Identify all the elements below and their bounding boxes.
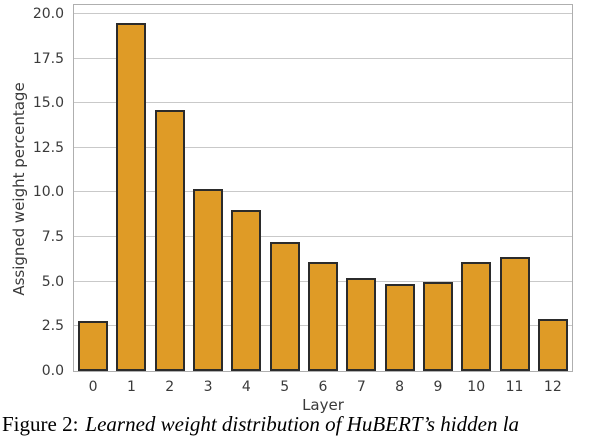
bar-layer-5 [269,242,300,371]
bar-layer-3 [193,188,224,371]
y-tick-label: 0.0 [41,363,64,379]
figure-caption: Figure 2: Learned weight distribution of … [2,412,604,437]
x-tick-label: 4 [241,379,251,395]
bar-layer-12 [537,319,568,371]
y-tick-label: 2.5 [41,318,64,335]
x-axis-label: Layer [302,396,344,414]
gridline [74,236,572,238]
plot-area [73,4,573,372]
x-tick-label: 1 [126,379,136,395]
x-tick-label: 5 [280,379,290,395]
x-tick-label: 8 [395,379,405,395]
y-tick-label: 5.0 [41,273,64,290]
y-tick-label: 20.0 [32,5,64,22]
x-tick-label: 3 [203,379,213,395]
bar-layer-4 [231,210,262,371]
gridline [74,102,572,104]
x-tick-label: 11 [505,379,524,395]
x-tick-label: 12 [543,379,562,395]
bar-layer-1 [116,22,147,371]
bar-layer-8 [384,283,415,371]
bar-layer-0 [78,321,109,371]
caption-label: Figure 2: [2,412,79,436]
y-tick-label: 12.5 [32,139,64,156]
gridline [74,57,572,59]
gridline [74,12,572,14]
caption-text: Learned weight distribution of HuBERT’s … [85,412,520,436]
x-tick-label: 9 [433,379,443,395]
x-tick-label: 10 [467,379,486,395]
bar-layer-11 [499,256,530,371]
x-tick-label: 2 [165,379,175,395]
x-tick-label: 7 [356,379,366,395]
y-tick-label: 15.0 [32,95,64,112]
x-tick-label: 0 [88,379,98,395]
y-tick-label: 10.0 [32,184,64,201]
gridline [74,191,572,193]
x-tick-label: 6 [318,379,328,395]
bar-layer-7 [346,278,377,371]
bar-layer-6 [308,262,338,371]
gridline [74,146,572,148]
bar-layer-2 [154,110,185,371]
y-tick-label: 17.5 [32,50,64,67]
y-tick-label: 7.5 [41,229,64,246]
bar-layer-9 [422,281,453,371]
bar-layer-10 [461,262,492,371]
